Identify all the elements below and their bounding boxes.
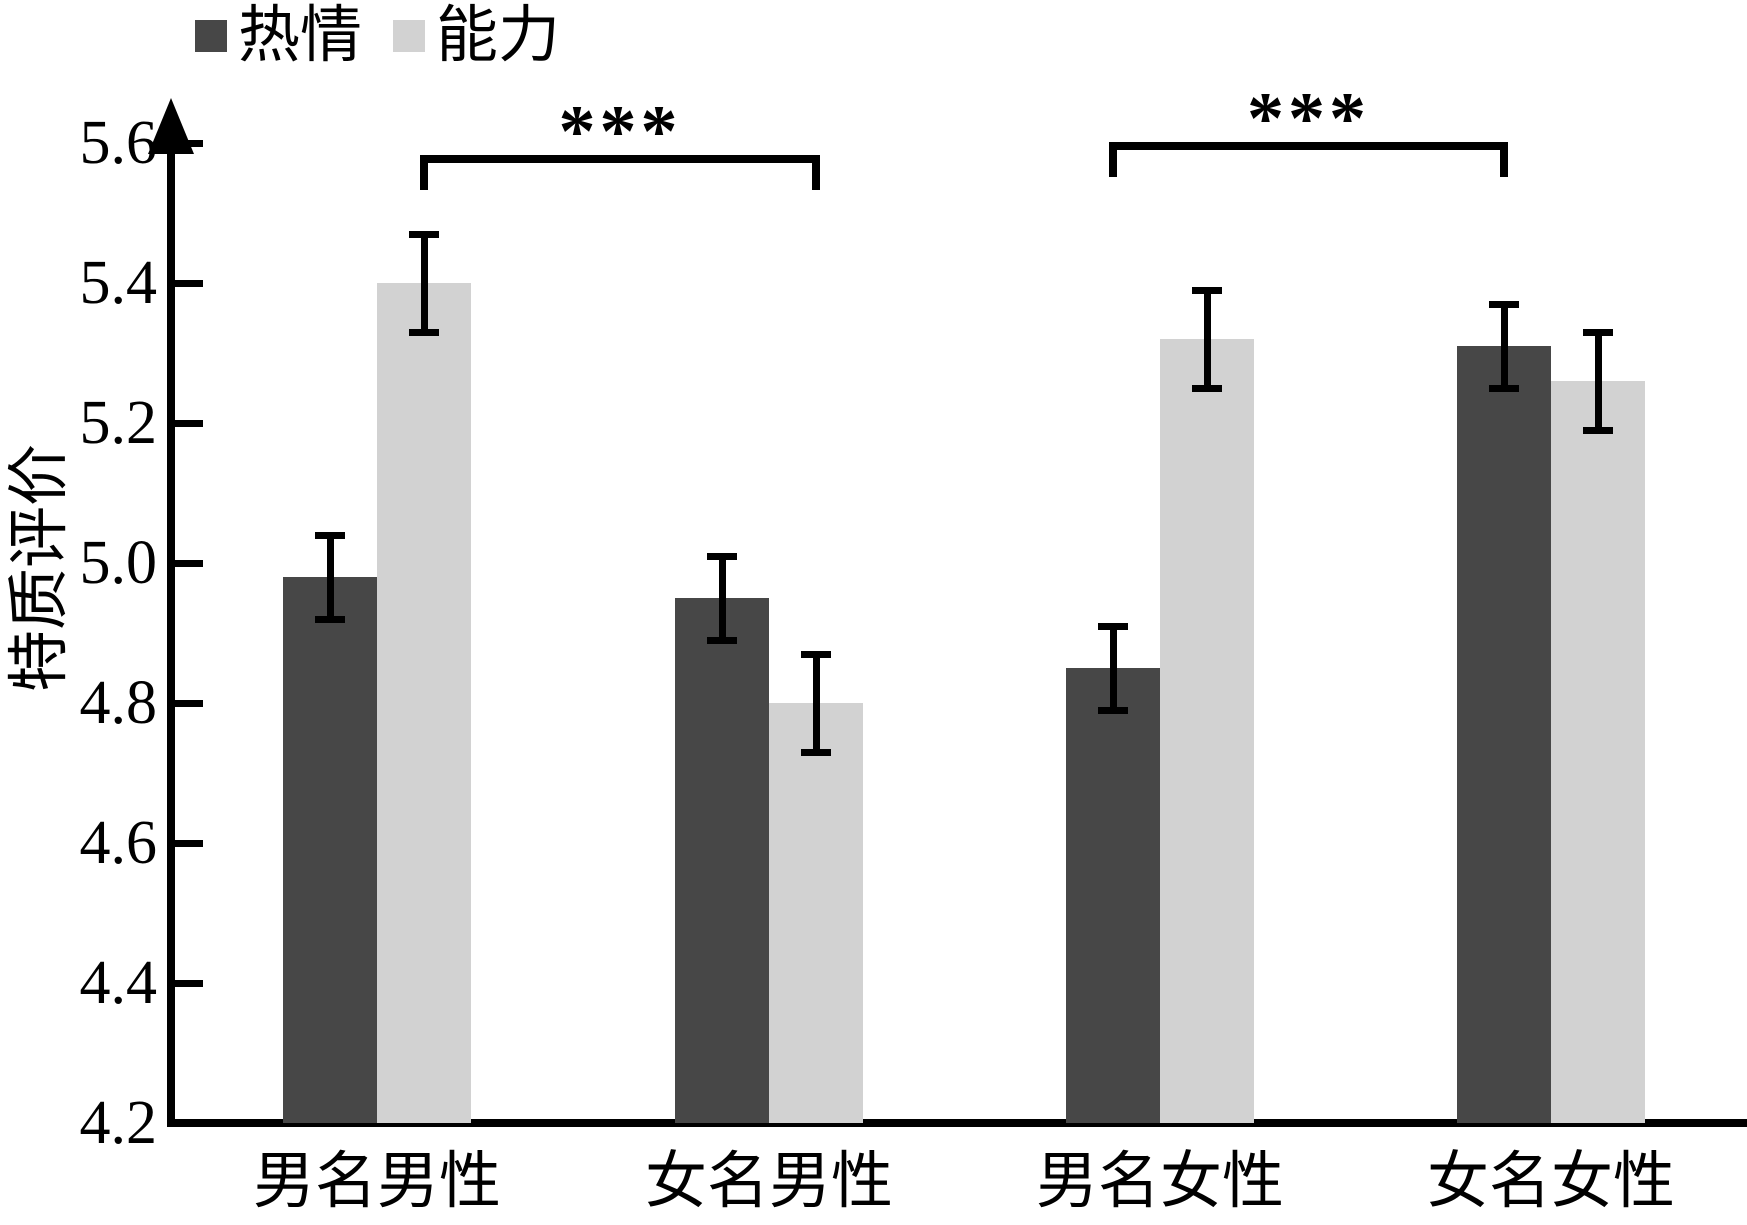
bar-男名男性-热情 xyxy=(283,577,377,1123)
sig-bracket-end-left xyxy=(420,155,428,190)
bar-男名女性-热情 xyxy=(1066,668,1160,1123)
sig-stars-label: *** xyxy=(1247,78,1370,160)
sig-bracket-end-right xyxy=(812,155,820,190)
error-bar-cap-top xyxy=(1583,328,1613,336)
error-bar-line xyxy=(1203,290,1211,388)
sig-bracket-line xyxy=(420,155,820,163)
bar-男名女性-能力 xyxy=(1160,339,1254,1123)
y-tick-label: 5.2 xyxy=(79,389,158,457)
sig-bracket-end-right xyxy=(1500,142,1508,177)
y-tick-label: 4.8 xyxy=(79,669,158,737)
bar-男名男性-能力 xyxy=(377,283,471,1123)
y-tick-mark xyxy=(175,279,203,287)
error-bar-cap-top xyxy=(1098,622,1128,630)
y-tick-mark xyxy=(175,979,203,987)
legend-label-competence: 能力 xyxy=(436,2,561,70)
legend-item-warmth: 热情 xyxy=(195,0,362,72)
y-tick-mark xyxy=(175,559,203,567)
y-tick-label: 5.0 xyxy=(79,529,158,597)
x-tick-label-女名女性: 女名女性 xyxy=(1426,1148,1675,1216)
legend-label-warmth: 热情 xyxy=(238,2,363,70)
bar-女名女性-能力 xyxy=(1551,381,1645,1123)
sig-bracket-end-left xyxy=(1109,142,1117,177)
x-axis-line xyxy=(167,1119,1747,1127)
x-tick-label-男名女性: 男名女性 xyxy=(1035,1148,1284,1216)
error-bar-line xyxy=(718,556,726,640)
error-bar-line xyxy=(1500,304,1508,388)
error-bar-cap-bottom xyxy=(315,615,345,623)
x-tick-label-男名男性: 男名男性 xyxy=(252,1148,501,1216)
error-bar-cap-bottom xyxy=(1489,384,1519,392)
error-bar-cap-bottom xyxy=(707,636,737,644)
bar-女名女性-热情 xyxy=(1457,346,1551,1123)
y-tick-mark xyxy=(175,699,203,707)
error-bar-cap-top xyxy=(1489,300,1519,308)
y-tick-label: 5.6 xyxy=(79,109,158,177)
error-bar-cap-bottom xyxy=(1098,706,1128,714)
error-bar-line xyxy=(1109,626,1117,710)
bar-女名男性-热情 xyxy=(675,598,769,1123)
y-tick-mark xyxy=(175,839,203,847)
legend-swatch-competence-icon xyxy=(393,20,425,52)
y-tick-label: 4.4 xyxy=(79,949,158,1017)
y-axis-line xyxy=(167,118,175,1127)
error-bar-line xyxy=(1594,332,1602,430)
y-tick-label: 5.4 xyxy=(79,249,158,317)
y-tick-mark xyxy=(175,419,203,427)
legend-swatch-warmth-icon xyxy=(195,20,227,52)
error-bar-cap-top xyxy=(1192,286,1222,294)
y-tick-mark xyxy=(175,139,203,147)
x-tick-label-女名男性: 女名男性 xyxy=(644,1148,893,1216)
bar-女名男性-能力 xyxy=(769,703,863,1123)
legend-item-competence: 能力 xyxy=(393,0,560,72)
error-bar-cap-top xyxy=(707,552,737,560)
error-bar-line xyxy=(420,234,428,332)
sig-bracket-line xyxy=(1109,142,1508,150)
y-tick-label: 4.2 xyxy=(79,1089,158,1157)
error-bar-cap-bottom xyxy=(1192,384,1222,392)
error-bar-cap-bottom xyxy=(801,748,831,756)
error-bar-cap-bottom xyxy=(1583,426,1613,434)
error-bar-line xyxy=(812,654,820,752)
error-bar-cap-top xyxy=(315,531,345,539)
error-bar-cap-top xyxy=(409,230,439,238)
error-bar-line xyxy=(326,535,334,619)
error-bar-cap-top xyxy=(801,650,831,658)
y-tick-label: 4.6 xyxy=(79,809,158,877)
sig-stars-label: *** xyxy=(558,91,682,173)
error-bar-cap-bottom xyxy=(409,328,439,336)
